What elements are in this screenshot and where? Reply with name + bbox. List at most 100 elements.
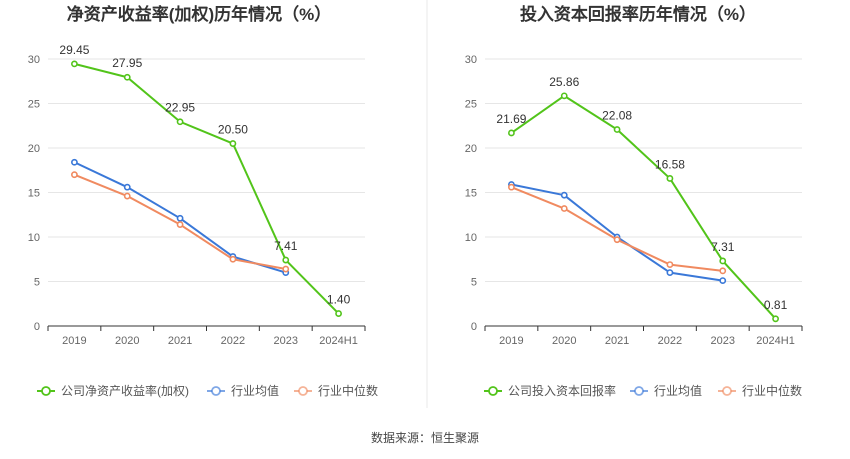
y-tick-label: 0	[471, 321, 477, 333]
data-label: 16.58	[655, 157, 685, 171]
y-tick-label: 30	[465, 54, 477, 66]
data-point	[560, 191, 568, 199]
y-tick-label: 5	[471, 277, 477, 289]
data-point	[123, 73, 131, 81]
legend-item[interactable]: 行业中位数	[718, 383, 802, 398]
data-label: 21.69	[496, 112, 526, 126]
industry-avg-series	[71, 158, 290, 276]
axes: 0 5 10 15 20 25 30 2019 2020 2021 2022 2023 2024H1	[28, 54, 366, 347]
x-tick-label: 2022	[658, 335, 682, 347]
y-tick-label: 25	[465, 99, 477, 111]
data-point	[719, 267, 727, 275]
data-point	[666, 175, 674, 182]
data-point	[613, 126, 621, 133]
data-point	[123, 192, 131, 200]
chart-title: 净资产收益率(加权)历年情况（%）	[67, 4, 331, 24]
legend: 公司投入资本回报率 行业均值 行业中位数	[484, 383, 802, 398]
legend-swatch-marker	[488, 386, 498, 396]
chart-title: 投入资本回报率历年情况（%）	[520, 4, 756, 24]
y-tick-label: 5	[34, 277, 40, 289]
data-label: 7.41	[274, 239, 298, 253]
legend-item[interactable]: 行业均值	[207, 383, 279, 398]
data-labels: 29.45 27.95 22.95 20.50 7.41 1.40	[59, 43, 350, 307]
industry-median-series	[508, 183, 727, 275]
roe-chart: 净资产收益率(加权)历年情况（%） 0 5 10 15 20 25 30 2019 2020 20…	[28, 4, 378, 398]
legend-swatch-marker	[634, 386, 644, 396]
legend-swatch-marker	[298, 386, 308, 396]
data-label: 7.31	[711, 240, 735, 254]
series	[508, 92, 779, 323]
x-tick-label: 2024H1	[319, 335, 358, 347]
data-point	[282, 256, 290, 264]
y-tick-label: 0	[34, 321, 40, 333]
x-tick-label: 2019	[499, 335, 523, 347]
x-tick-label: 2019	[62, 335, 86, 347]
legend-label: 公司净资产收益率(加权)	[61, 383, 189, 398]
data-point	[719, 277, 727, 285]
y-tick-label: 20	[28, 143, 40, 155]
legend-label: 行业均值	[231, 383, 279, 398]
y-tick-label: 15	[465, 188, 477, 200]
data-label: 1.40	[327, 293, 351, 307]
legend-item[interactable]: 行业中位数	[294, 383, 378, 398]
data-point	[335, 310, 342, 317]
data-label: 0.81	[764, 298, 788, 312]
data-point	[229, 255, 237, 263]
data-point	[613, 236, 621, 244]
data-point	[719, 257, 727, 265]
series-line	[511, 186, 723, 272]
data-point	[666, 261, 674, 268]
legend-item[interactable]: 行业均值	[630, 383, 702, 398]
data-point	[508, 129, 515, 137]
series	[71, 60, 342, 317]
grid	[485, 58, 802, 282]
x-tick-label: 2020	[552, 335, 576, 347]
data-point	[71, 60, 78, 68]
data-label: 20.50	[218, 123, 248, 137]
roic-chart: 投入资本回报率历年情况（%） 0 5 10 15 20 25 30 2019 2020 2021 2…	[465, 4, 803, 398]
series-line	[74, 62, 340, 315]
y-tick-label: 15	[28, 188, 40, 200]
data-point	[772, 315, 779, 323]
industry-median-series	[71, 171, 290, 273]
data-point	[176, 214, 184, 222]
x-tick-label: 2023	[274, 335, 298, 347]
data-point	[282, 265, 290, 273]
y-tick-label: 10	[28, 232, 40, 244]
legend-swatch-marker	[41, 386, 51, 396]
legend-label: 行业中位数	[318, 383, 378, 398]
x-tick-label: 2022	[221, 335, 245, 347]
legend-swatch-marker	[211, 386, 221, 396]
legend-label: 公司投入资本回报率	[508, 383, 616, 398]
data-labels: 21.69 25.86 22.08 16.58 7.31 0.81	[496, 75, 787, 312]
y-tick-label: 10	[465, 232, 477, 244]
data-point	[123, 183, 131, 191]
x-tick-label: 2024H1	[756, 335, 795, 347]
grid	[48, 58, 365, 282]
data-label: 29.45	[59, 43, 89, 57]
company-series	[71, 60, 342, 317]
legend-item[interactable]: 公司净资产收益率(加权)	[37, 383, 189, 398]
legend-item[interactable]: 公司投入资本回报率	[484, 383, 616, 398]
axes: 0 5 10 15 20 25 30 2019 2020 2021 2022 2023 2024H1	[465, 54, 803, 347]
data-point	[560, 205, 568, 212]
legend-swatch-marker	[722, 386, 732, 396]
company-series	[508, 92, 779, 323]
data-label: 22.08	[602, 108, 632, 122]
data-point	[176, 221, 184, 228]
series-line	[510, 94, 777, 320]
data-label: 22.95	[165, 101, 195, 115]
data-point	[71, 158, 78, 166]
data-point	[176, 118, 184, 126]
x-tick-label: 2021	[605, 335, 629, 347]
x-tick-label: 2023	[711, 335, 735, 347]
y-tick-label: 30	[28, 54, 40, 66]
legend-label: 行业均值	[654, 383, 702, 398]
data-label: 27.95	[112, 56, 142, 70]
source-label: 数据来源：恒生聚源	[371, 430, 479, 445]
data-point	[508, 183, 515, 191]
data-point	[666, 269, 674, 276]
y-tick-label: 20	[465, 143, 477, 155]
data-point	[71, 171, 78, 179]
